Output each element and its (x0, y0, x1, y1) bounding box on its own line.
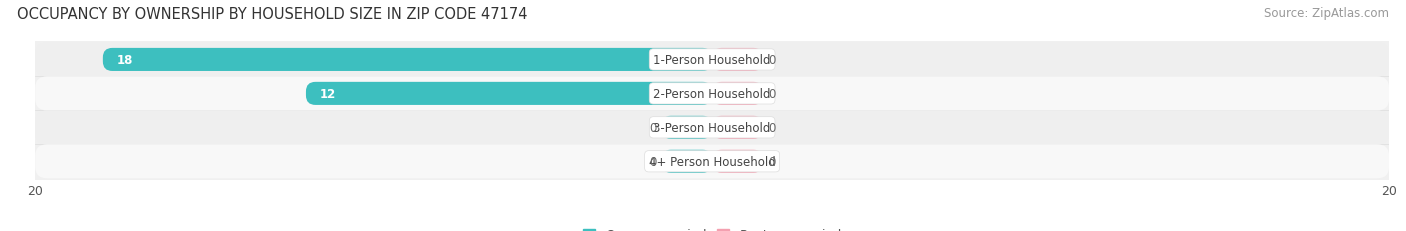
Text: 0: 0 (768, 121, 775, 134)
FancyBboxPatch shape (35, 111, 1389, 145)
FancyBboxPatch shape (35, 77, 1389, 111)
FancyBboxPatch shape (35, 43, 1389, 77)
FancyBboxPatch shape (307, 82, 711, 106)
Legend: Owner-occupied, Renter-occupied: Owner-occupied, Renter-occupied (578, 223, 846, 231)
Text: 0: 0 (768, 155, 775, 168)
FancyBboxPatch shape (661, 150, 711, 173)
Text: 0: 0 (768, 88, 775, 100)
Text: 12: 12 (319, 88, 336, 100)
Text: 0: 0 (650, 121, 657, 134)
Text: 18: 18 (117, 54, 132, 67)
FancyBboxPatch shape (711, 82, 763, 106)
FancyBboxPatch shape (711, 116, 763, 139)
Text: Source: ZipAtlas.com: Source: ZipAtlas.com (1264, 7, 1389, 20)
FancyBboxPatch shape (711, 150, 763, 173)
Text: 4+ Person Household: 4+ Person Household (648, 155, 776, 168)
FancyBboxPatch shape (103, 49, 711, 72)
Text: 2-Person Household: 2-Person Household (654, 88, 770, 100)
FancyBboxPatch shape (661, 116, 711, 139)
FancyBboxPatch shape (711, 49, 763, 72)
FancyBboxPatch shape (35, 145, 1389, 179)
Text: 0: 0 (768, 54, 775, 67)
Text: 1-Person Household: 1-Person Household (654, 54, 770, 67)
Text: 0: 0 (650, 155, 657, 168)
Text: OCCUPANCY BY OWNERSHIP BY HOUSEHOLD SIZE IN ZIP CODE 47174: OCCUPANCY BY OWNERSHIP BY HOUSEHOLD SIZE… (17, 7, 527, 22)
Text: 3-Person Household: 3-Person Household (654, 121, 770, 134)
